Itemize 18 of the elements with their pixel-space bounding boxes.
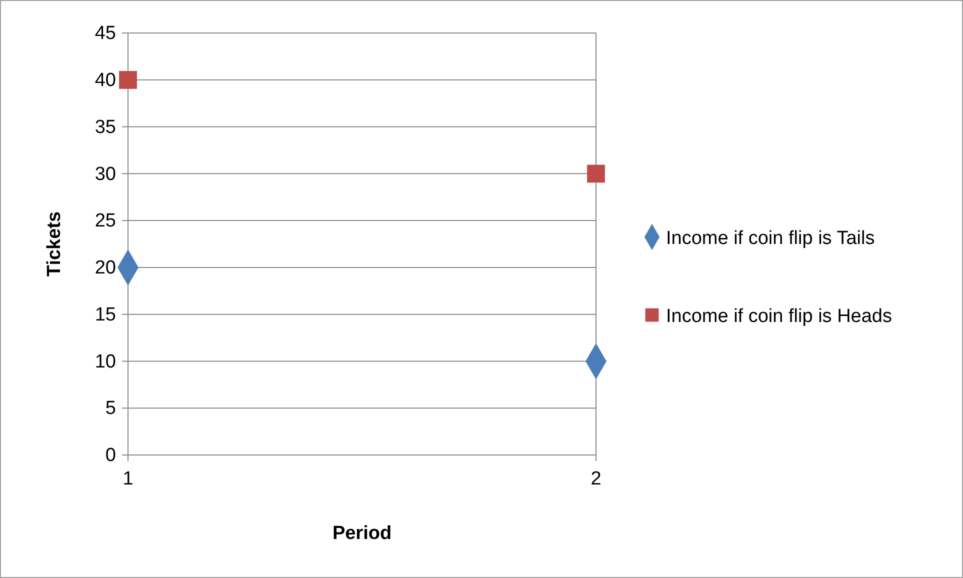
y-tick-label: 0 [105, 445, 116, 466]
y-tick-label: 45 [94, 23, 116, 44]
legend-label: Income if coin flip is Tails [666, 228, 875, 249]
x-tick-label: 2 [590, 468, 602, 490]
point [119, 70, 137, 89]
x-axis-title: Period [332, 523, 392, 544]
y-tick-label: 5 [105, 398, 116, 420]
y-tick-label: 10 [94, 351, 116, 372]
point [587, 164, 605, 183]
y-tick-label: 15 [94, 304, 116, 326]
legend-label: Income if coin flip is Heads [666, 306, 892, 327]
x-tick-label: 1 [122, 468, 134, 490]
y-tick-label: 30 [94, 164, 116, 185]
y-tick-label: 20 [94, 258, 116, 279]
y-tick-label: 40 [94, 70, 116, 91]
y-tick-label: 25 [94, 210, 116, 232]
y-axis-title: Tickets [44, 211, 65, 277]
y-tick-label: 35 [94, 116, 116, 138]
